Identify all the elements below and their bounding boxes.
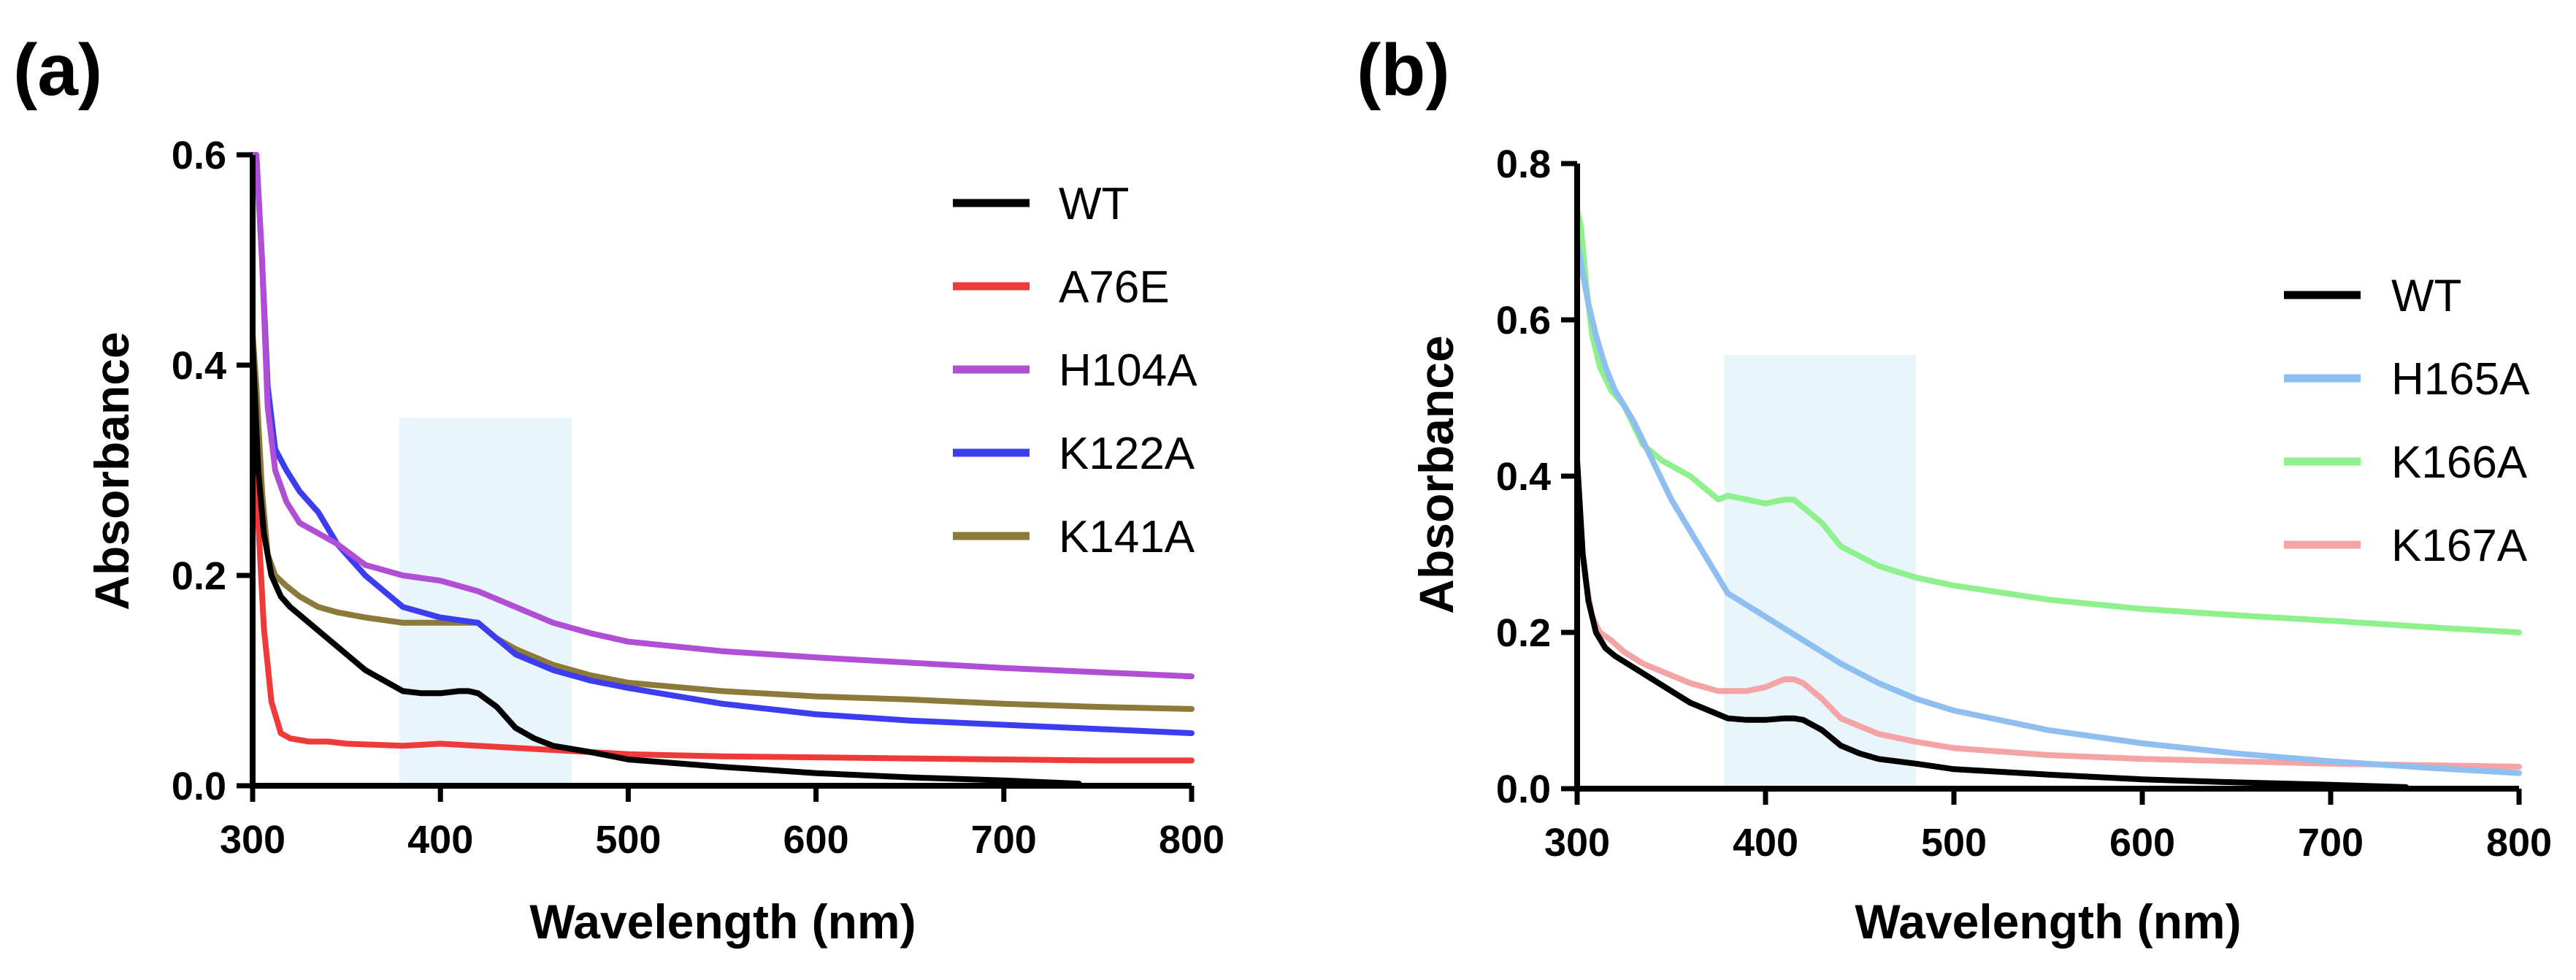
panel-b-x-tick-label: 400 — [1733, 821, 1798, 865]
panel-b-x-axis-title: Wavelength (nm) — [1855, 895, 2241, 949]
panel-b-label: (b) — [1357, 29, 1450, 111]
panel-a-x-tick-label: 400 — [407, 818, 473, 862]
panel-b-y-tick-label: 0.0 — [1496, 767, 1551, 811]
panel-b-legend-label-wt: WT — [2391, 271, 2461, 321]
panel-a-legend-label-k122a: K122A — [1059, 429, 1195, 479]
panel-b-y-tick-label: 0.6 — [1496, 299, 1551, 342]
panel-a-y-axis-title: Absorbance — [85, 332, 139, 610]
panel-a-legend: WT A76E H104A K122A K141A — [953, 179, 1197, 562]
panel-b-y-tick-label: 0.2 — [1496, 611, 1551, 655]
panel-b-y-axis-title: Absorbance — [1409, 335, 1463, 613]
panel-a-legend-label-h104a: H104A — [1059, 345, 1197, 396]
panel-b-series-k166a-line — [1574, 207, 2522, 635]
panel-b-series — [1574, 207, 2522, 790]
panel-b-y-tick-label: 0.8 — [1496, 142, 1551, 186]
panel-b-legend-label-k166a: K166A — [2391, 437, 2528, 488]
panel-a-x-tick-label: 800 — [1159, 818, 1224, 862]
panel-b-x-tick-label: 300 — [1544, 821, 1610, 865]
panel-a-label: (a) — [13, 29, 102, 111]
panel-a-x-ticks: 300 400 500 600 700 800 — [220, 786, 1224, 862]
panel-a: (a) 300 400 500 600 700 800 0.0 0.2 0.4 0.6 Wave… — [13, 29, 1224, 949]
panel-a-x-tick-label: 500 — [595, 818, 661, 862]
panel-a-y-tick-label: 0.2 — [172, 554, 226, 598]
panel-b-y-tick-label: 0.4 — [1496, 455, 1551, 499]
panel-b-x-tick-label: 600 — [2109, 821, 2175, 865]
panel-a-y-tick-label: 0.6 — [172, 134, 226, 177]
panel-a-series-wt-line — [250, 341, 1082, 787]
panel-b-x-ticks: 300 400 500 600 700 800 — [1544, 789, 2552, 865]
panel-a-x-tick-label: 700 — [971, 818, 1037, 862]
panel-a-y-tick-label: 0.4 — [172, 344, 226, 388]
panel-b-series-h165a-line — [1574, 239, 2522, 776]
panel-b-legend: WT H165A K166A K167A — [2284, 271, 2530, 571]
panel-b-x-tick-label: 800 — [2486, 821, 2552, 865]
panel-a-x-axis-title: Wavelength (nm) — [529, 895, 916, 949]
panel-a-shaded-region — [399, 418, 572, 786]
panel-a-y-tick-label: 0.0 — [172, 765, 226, 808]
panel-b-legend-label-h165a: H165A — [2391, 354, 2530, 405]
panel-a-x-tick-label: 300 — [220, 818, 285, 862]
panel-a-legend-label-a76e: A76E — [1059, 262, 1170, 313]
panel-b-legend-label-k167a: K167A — [2391, 521, 2528, 571]
panel-a-y-ticks: 0.0 0.2 0.4 0.6 — [172, 134, 253, 808]
panel-b-y-ticks: 0.0 0.2 0.4 0.6 0.8 — [1496, 142, 1577, 811]
panel-b-series-wt-line — [1574, 457, 2410, 790]
panel-a-series-h104a-line — [250, 152, 1195, 680]
panel-a-legend-label-k141a: K141A — [1059, 512, 1195, 562]
panel-a-series-k122a-line — [250, 152, 1195, 736]
panel-b-series-k167a-line — [1574, 512, 2522, 770]
panel-a-series — [250, 152, 1195, 787]
panel-a-legend-label-wt: WT — [1059, 179, 1129, 229]
panel-b: (b) 300 400 500 600 700 800 0.0 0.2 0.4 0.6 0.8 W… — [1357, 29, 2552, 949]
panel-b-shaded-region — [1724, 355, 1917, 789]
panel-a-x-tick-label: 600 — [783, 818, 849, 862]
panel-a-series-a76e-line — [250, 394, 1195, 764]
panel-b-x-tick-label: 500 — [1921, 821, 1987, 865]
panel-b-x-tick-label: 700 — [2298, 821, 2364, 865]
